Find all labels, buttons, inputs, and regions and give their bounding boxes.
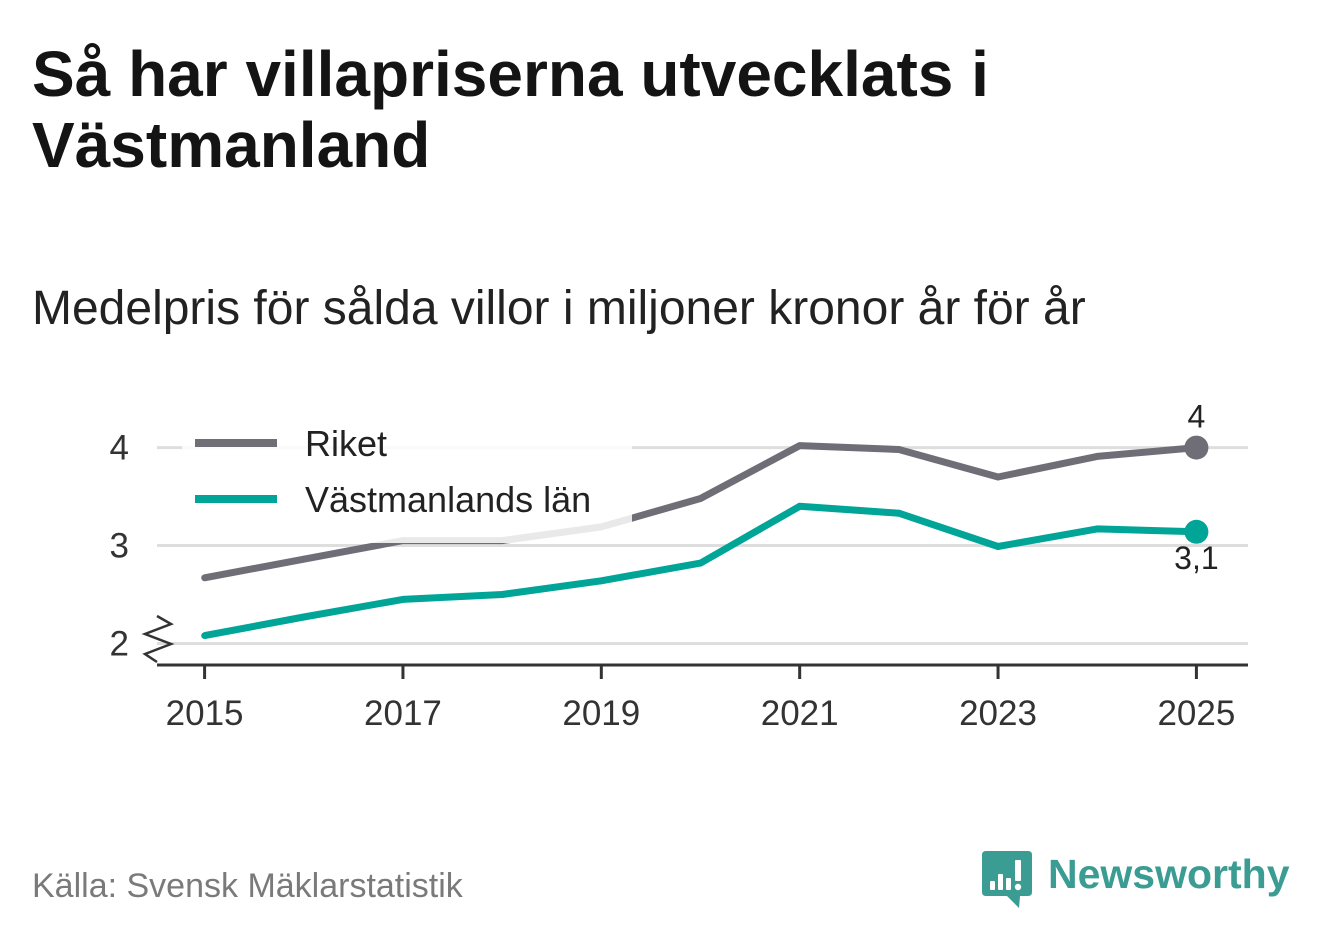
end-markers: 43,1 <box>1174 399 1218 576</box>
legend-label-vastmanlands-lan: Västmanlands län <box>305 479 591 520</box>
end-marker-vastmanlands-lan <box>1184 519 1209 544</box>
logo-bar <box>990 881 995 890</box>
x-axis: 2015 2017 2019 2021 2023 2025 <box>157 663 1248 733</box>
legend-background <box>182 418 632 543</box>
brand-name: Newsworthy <box>1048 851 1290 897</box>
data-point-riket-2016 <box>300 555 308 563</box>
legend-label-riket: Riket <box>305 423 387 464</box>
legend: Riket Västmanlands län <box>195 423 591 520</box>
legend-item-vastmanlands-lan: Västmanlands län <box>195 479 591 520</box>
end-marker-riket <box>1184 435 1209 460</box>
data-point-vastmanlands-lan-2021 <box>796 502 804 510</box>
page-title: Så har villapriserna utvecklats i Västma… <box>32 38 989 181</box>
data-point-vastmanlands-lan-2017 <box>399 596 407 603</box>
y-tick-label-3: 3 <box>110 527 129 566</box>
logo-bar <box>1006 878 1011 890</box>
data-point-vastmanlands-lan-2020 <box>697 559 704 567</box>
data-point-vastmanlands-lan-2018 <box>498 591 506 598</box>
data-point-riket-2015 <box>201 574 209 582</box>
y-tick-label-2: 2 <box>110 624 129 663</box>
x-tick-label-2025: 2025 <box>1157 694 1235 733</box>
data-point-vastmanlands-lan-2016 <box>300 613 308 621</box>
logo-bar <box>998 874 1003 890</box>
data-point-vastmanlands-lan-2024 <box>1093 525 1101 533</box>
x-tick-label-2015: 2015 <box>166 694 244 733</box>
source-note: Källa: Svensk Mäklarstatistik <box>32 867 463 905</box>
data-point-riket-2024 <box>1093 453 1101 460</box>
logo-dot <box>1014 883 1022 891</box>
x-tick-label-2023: 2023 <box>959 694 1037 733</box>
data-point-riket-2020 <box>697 495 704 502</box>
end-label-riket: 4 <box>1188 399 1206 435</box>
data-point-vastmanlands-lan-2022 <box>895 509 903 517</box>
data-point-riket-2021 <box>796 442 804 449</box>
end-label-vastmanlands-lan: 3,1 <box>1174 540 1218 576</box>
data-point-vastmanlands-lan-2015 <box>201 632 209 639</box>
y-axis-labels: 2 3 4 <box>110 429 129 664</box>
y-axis-break-icon <box>141 614 175 664</box>
chart-subtitle: Medelpris för sålda villor i miljoner kr… <box>32 282 1086 335</box>
data-point-vastmanlands-lan-2023 <box>994 543 1002 550</box>
x-tick-label-2019: 2019 <box>562 694 640 733</box>
legend-item-riket: Riket <box>195 423 387 464</box>
data-point-riket-2023 <box>994 473 1002 481</box>
x-tick-label-2021: 2021 <box>761 694 839 733</box>
y-tick-label-4: 4 <box>110 429 129 468</box>
data-point-vastmanlands-lan-2019 <box>597 577 605 585</box>
logo-bar <box>1015 860 1021 881</box>
data-point-riket-2022 <box>895 446 903 453</box>
x-tick-label-2017: 2017 <box>364 694 442 733</box>
newsworthy-logo-icon <box>982 851 1032 908</box>
